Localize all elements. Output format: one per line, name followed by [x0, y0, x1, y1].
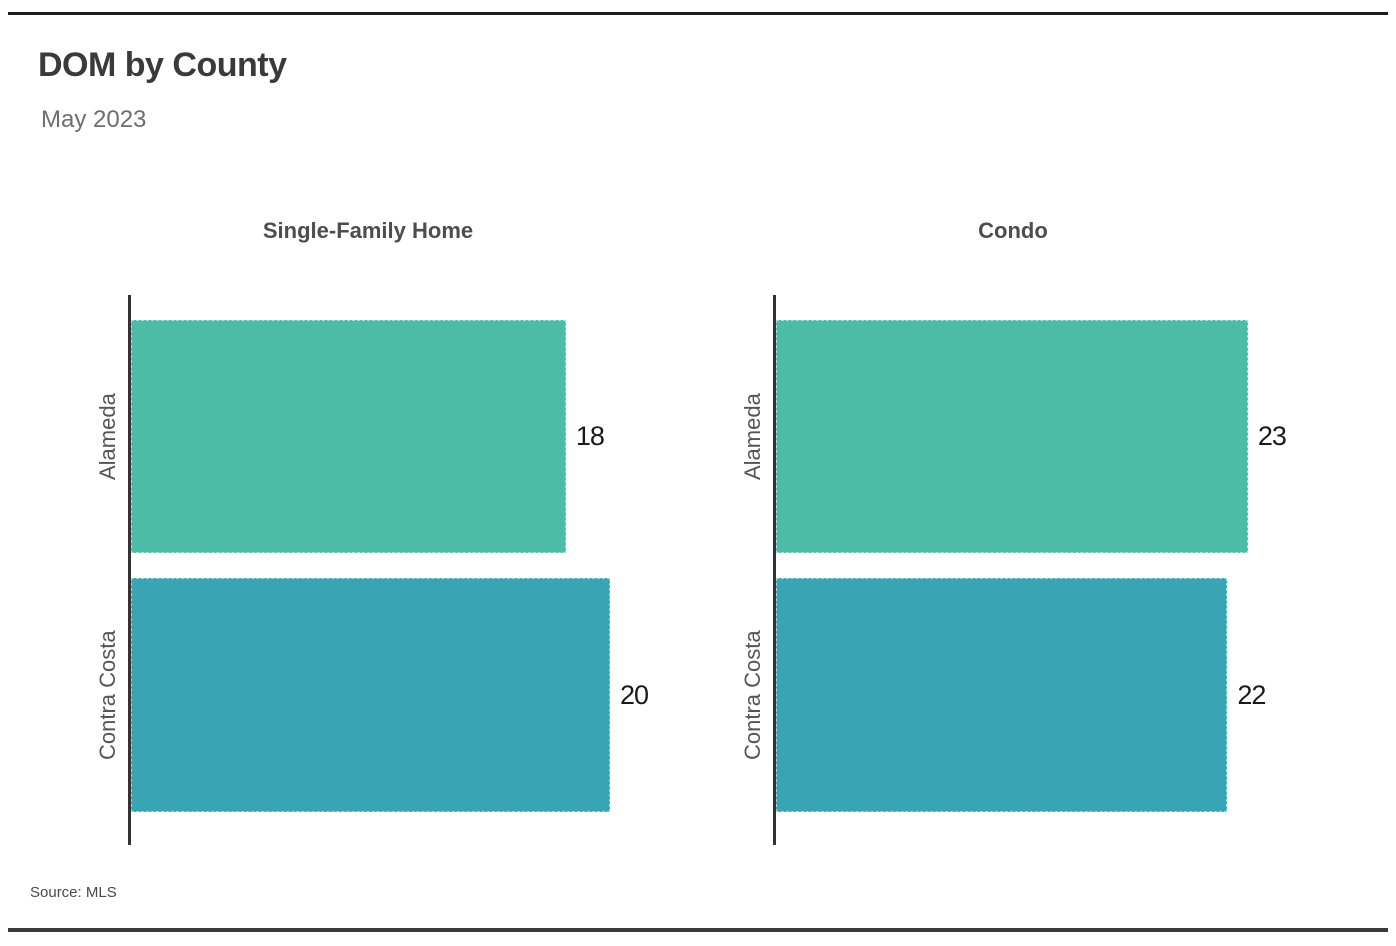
bar-value-label: 23 — [1257, 421, 1287, 451]
top-divider — [8, 12, 1388, 15]
facet-plot-area: Alameda Contra Costa 23 22 — [733, 295, 1293, 845]
bar-row: 20 — [131, 578, 649, 812]
bar-row: 23 — [776, 320, 1293, 553]
facet-title: Single-Family Home — [262, 218, 474, 243]
category-label: Alameda — [95, 393, 120, 480]
bar-row: 22 — [776, 578, 1293, 812]
bar-alameda — [131, 320, 566, 553]
category-label: Contra Costa — [740, 630, 765, 760]
chart-title: DOM by County — [38, 46, 287, 84]
category-label: Contra Costa — [95, 630, 120, 760]
y-axis-labels: Alameda Contra Costa — [733, 295, 773, 845]
bar-contra-costa — [131, 578, 610, 812]
facet-plot-area: Alameda Contra Costa 18 20 — [88, 295, 649, 845]
facet-panel: Single-Family Home Alameda Contra Costa 18 2… — [88, 218, 649, 845]
bar-row: 18 — [131, 320, 648, 553]
y-axis-labels: Alameda Contra Costa — [88, 295, 128, 845]
plot-panel: 18 20 — [128, 295, 649, 845]
bar-alameda — [776, 320, 1248, 553]
category-label: Alameda — [740, 393, 765, 480]
facet-panel: Condo Alameda Contra Costa 23 22 — [733, 218, 1293, 845]
source-caption: Source: MLS — [30, 884, 117, 901]
bar-contra-costa — [776, 578, 1228, 812]
bar-value-label: 18 — [575, 421, 605, 451]
chart-subtitle: May 2023 — [41, 106, 147, 133]
bar-value-label: 22 — [1237, 679, 1266, 710]
facet-title: Condo — [978, 218, 1048, 243]
bar-value-label: 20 — [619, 679, 649, 710]
bottom-divider — [8, 928, 1388, 932]
plot-panel: 23 22 — [773, 295, 1293, 845]
